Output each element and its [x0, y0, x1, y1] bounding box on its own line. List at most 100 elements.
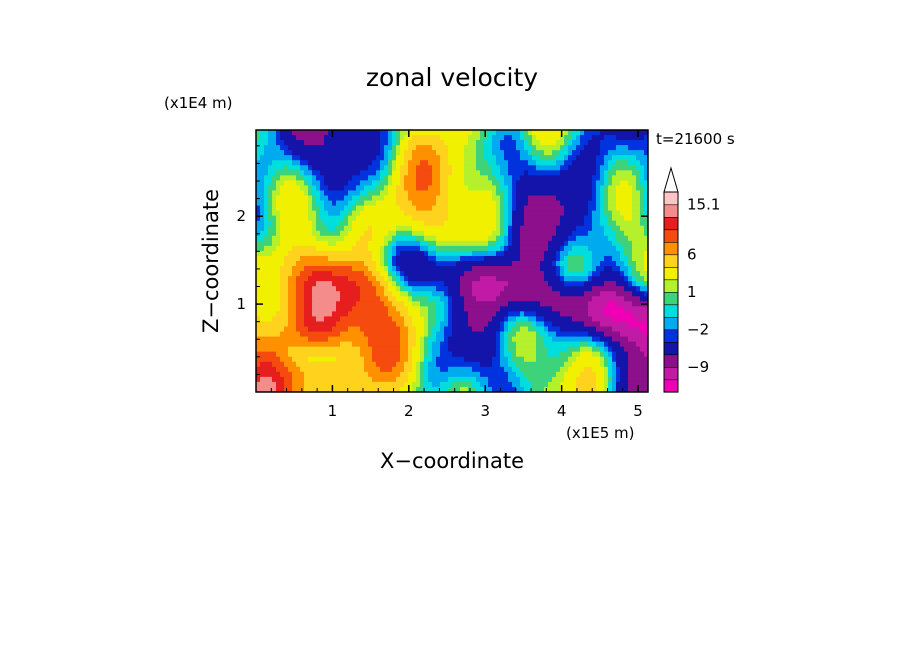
heatmap-cell [428, 376, 433, 383]
heatmap-cell [280, 326, 285, 333]
heatmap-cell [384, 351, 389, 358]
heatmap-cell [504, 205, 509, 212]
heatmap-cell [508, 165, 513, 171]
heatmap-cell [576, 160, 581, 166]
heatmap-cell [400, 286, 405, 292]
heatmap-cell [348, 301, 353, 307]
heatmap-cell [460, 261, 465, 267]
heatmap-cell [420, 296, 425, 302]
heatmap-cell [412, 180, 417, 187]
heatmap-cell [528, 180, 533, 187]
heatmap-cell [380, 316, 385, 323]
heatmap-cell [492, 311, 497, 318]
heatmap-cell [636, 266, 641, 272]
heatmap-cell [280, 245, 285, 252]
heatmap-cell [308, 266, 313, 272]
heatmap-cell [392, 336, 397, 343]
heatmap-cell [276, 336, 281, 343]
heatmap-cell [384, 220, 389, 227]
heatmap-cell [444, 321, 449, 328]
heatmap-cell [544, 225, 549, 232]
heatmap-cell [320, 240, 325, 247]
heatmap-cell [576, 261, 581, 267]
heatmap-cell [420, 291, 425, 297]
heatmap-cell [632, 185, 637, 192]
heatmap-cell [304, 235, 309, 242]
heatmap-cell [352, 220, 357, 227]
heatmap-cell [524, 220, 529, 227]
heatmap-cell [556, 301, 561, 307]
heatmap-cell [608, 301, 613, 307]
heatmap-cell [492, 346, 497, 353]
heatmap-cell [348, 185, 353, 192]
heatmap-cell [456, 140, 461, 146]
heatmap-cell [336, 296, 341, 302]
heatmap-cell [524, 371, 529, 378]
heatmap-cell [512, 281, 517, 287]
heatmap-cell [276, 255, 281, 262]
heatmap-cell [412, 185, 417, 192]
heatmap-cell [540, 326, 545, 333]
heatmap-cell [644, 351, 648, 358]
heatmap-cell [360, 215, 365, 222]
heatmap-cell [448, 135, 453, 141]
heatmap-cell [296, 140, 301, 146]
heatmap-cell [424, 346, 429, 353]
heatmap-cell [312, 140, 317, 146]
heatmap-cell [516, 376, 521, 383]
heatmap-cell [268, 276, 273, 282]
heatmap-cell [452, 160, 457, 166]
heatmap-cell [352, 356, 357, 363]
heatmap-cell [308, 276, 313, 282]
heatmap-cell [404, 296, 409, 302]
heatmap-cell [384, 281, 389, 287]
heatmap-cell [632, 341, 637, 348]
heatmap-cell [408, 266, 413, 272]
heatmap-cell [540, 220, 545, 227]
heatmap-cell [352, 286, 357, 292]
heatmap-cell [540, 245, 545, 252]
heatmap-cell [532, 135, 537, 141]
heatmap-cell [592, 190, 597, 197]
heatmap-cell [512, 200, 517, 207]
heatmap-cell [592, 281, 597, 287]
heatmap-cell [388, 160, 393, 166]
heatmap-cell [568, 366, 573, 373]
heatmap-cell [280, 296, 285, 302]
heatmap-cell [640, 276, 645, 282]
heatmap-cell [620, 180, 625, 187]
heatmap-cell [316, 351, 321, 358]
heatmap-cell [508, 255, 513, 262]
heatmap-cell [292, 371, 297, 378]
heatmap-cell [280, 376, 285, 383]
heatmap-cell [556, 190, 561, 197]
heatmap-cell [408, 190, 413, 197]
heatmap-cell [584, 331, 589, 338]
heatmap-cell [520, 210, 525, 217]
heatmap-cell [556, 140, 561, 146]
heatmap-cell [316, 376, 321, 383]
heatmap-cell [560, 371, 565, 378]
heatmap-cell [448, 346, 453, 353]
heatmap-cell [424, 276, 429, 282]
heatmap-cell [444, 351, 449, 358]
heatmap-cell [396, 371, 401, 378]
heatmap-cell [400, 155, 405, 161]
heatmap-cell [524, 301, 529, 307]
heatmap-cell [372, 140, 377, 146]
heatmap-cell [352, 175, 357, 181]
heatmap-cell [492, 205, 497, 212]
heatmap-cell [644, 180, 648, 187]
heatmap-cell [412, 266, 417, 272]
heatmap-cell [468, 220, 473, 227]
heatmap-cell [600, 230, 605, 237]
heatmap-cell [456, 205, 461, 212]
heatmap-cell [416, 230, 421, 237]
heatmap-cell [256, 140, 261, 146]
heatmap-cell [412, 150, 417, 156]
heatmap-cell [584, 346, 589, 353]
heatmap-cell [376, 371, 381, 378]
heatmap-cell [428, 195, 433, 202]
heatmap-cell [448, 170, 453, 176]
heatmap-cell [644, 250, 648, 257]
